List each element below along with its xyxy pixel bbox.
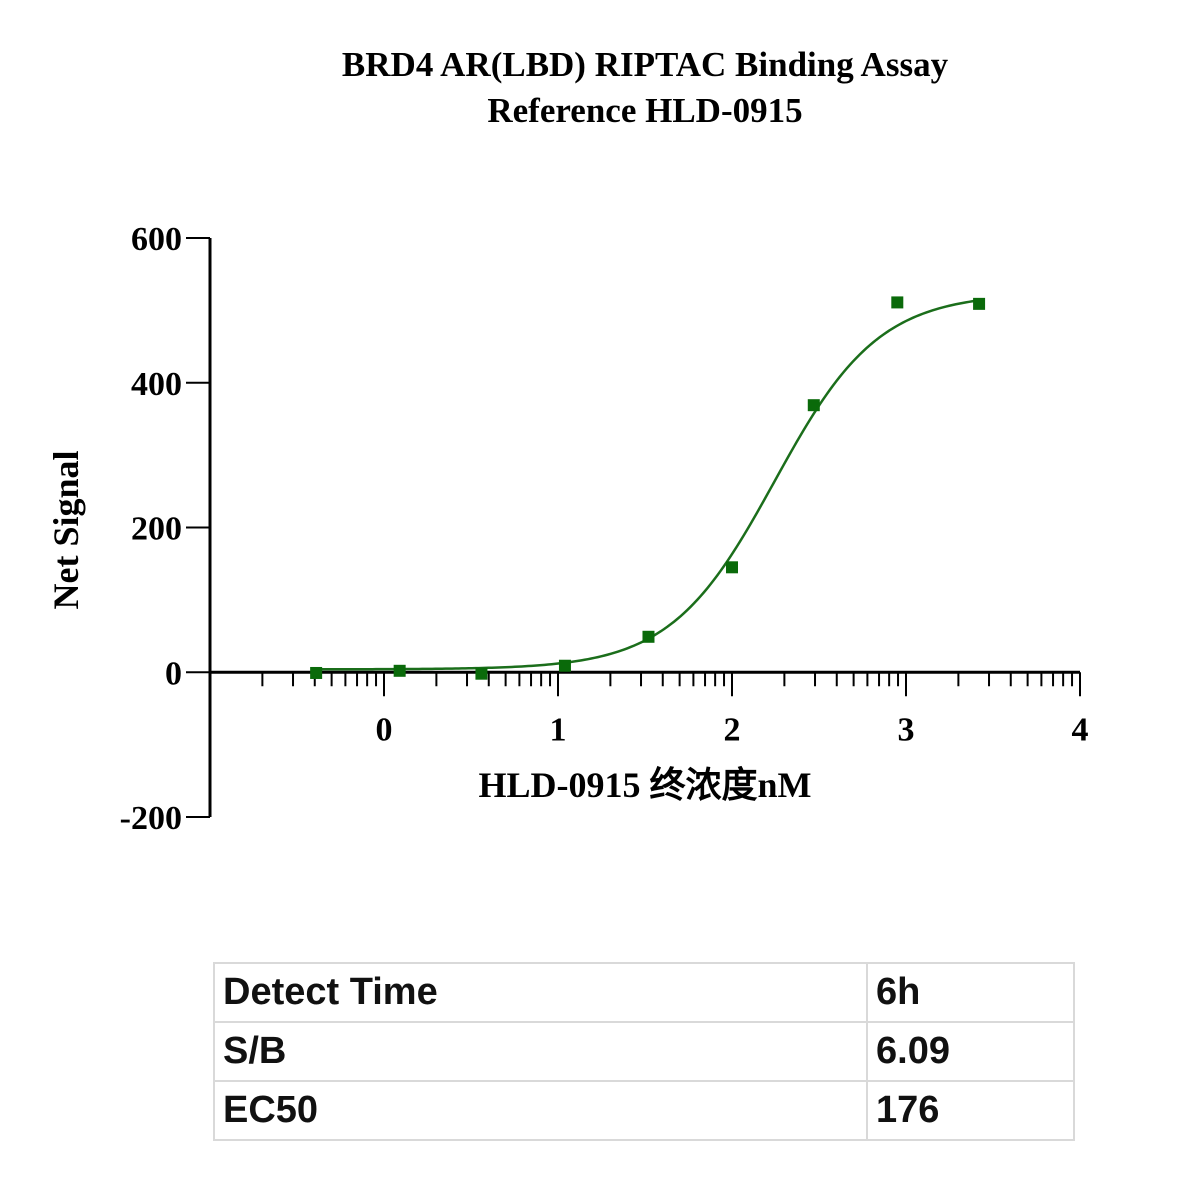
y-tick-label: 0 bbox=[165, 655, 182, 692]
x-axis-title: HLD-0915 终浓度nM bbox=[478, 765, 811, 805]
axes: -200 0 200 400 600 0 1 2 3 4 bbox=[120, 221, 1089, 837]
x-tick-label: 2 bbox=[724, 711, 741, 748]
table-label-cell: EC50 bbox=[213, 1080, 868, 1141]
y-tick-label: 400 bbox=[131, 366, 182, 403]
table-row: EC50 176 bbox=[213, 1080, 1075, 1141]
y-tick-label: 200 bbox=[131, 511, 182, 548]
data-point bbox=[558, 659, 571, 672]
chart: BRD4 AR(LBD) RIPTAC Binding Assay Refere… bbox=[46, 45, 1089, 837]
chart-subtitle: Reference HLD-0915 bbox=[487, 91, 802, 130]
y-axis-title: Net Signal bbox=[46, 450, 86, 609]
x-tick-label: 3 bbox=[898, 711, 915, 748]
data-points bbox=[310, 296, 986, 680]
info-table-body: Detect Time 6h S/B 6.09 EC50 176 bbox=[213, 962, 1075, 1141]
data-point bbox=[891, 296, 904, 309]
fit-curve-group bbox=[316, 299, 980, 671]
fit-curve bbox=[316, 299, 980, 671]
data-point bbox=[726, 561, 738, 574]
x-tick-label: 1 bbox=[550, 711, 567, 748]
table-row: Detect Time 6h bbox=[213, 962, 1075, 1023]
chart-title: BRD4 AR(LBD) RIPTAC Binding Assay bbox=[342, 45, 949, 84]
table-row: S/B 6.09 bbox=[213, 1021, 1075, 1082]
table-value-cell: 176 bbox=[866, 1080, 1075, 1141]
data-point bbox=[310, 666, 323, 679]
y-tick-label: 600 bbox=[131, 221, 182, 258]
table-label-cell: Detect Time bbox=[213, 962, 868, 1023]
info-table: Detect Time 6h S/B 6.09 EC50 176 bbox=[213, 962, 1075, 1141]
table-value-cell: 6.09 bbox=[866, 1021, 1075, 1082]
data-point bbox=[807, 399, 820, 412]
data-point bbox=[475, 667, 488, 680]
data-point bbox=[973, 297, 986, 310]
y-tick-label: -200 bbox=[120, 800, 182, 837]
x-tick-label: 0 bbox=[376, 711, 393, 748]
table-label-cell: S/B bbox=[213, 1021, 868, 1082]
x-tick-label: 4 bbox=[1072, 711, 1089, 748]
data-point bbox=[393, 664, 406, 677]
data-point bbox=[642, 630, 655, 643]
table-value-cell: 6h bbox=[866, 962, 1075, 1023]
